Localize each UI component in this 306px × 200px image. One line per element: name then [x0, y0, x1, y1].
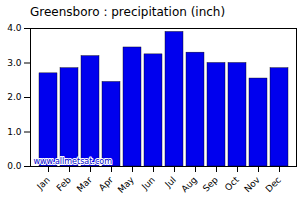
svg-text:2.0: 2.0: [7, 92, 22, 102]
svg-text:4.0: 4.0: [7, 23, 22, 33]
svg-text:Mar: Mar: [75, 174, 94, 193]
svg-text:www.allmetsat.com: www.allmetsat.com: [34, 157, 113, 166]
svg-text:Dec: Dec: [264, 175, 283, 194]
svg-text:Feb: Feb: [55, 175, 74, 194]
svg-text:Nov: Nov: [242, 174, 262, 194]
svg-text:3.0: 3.0: [7, 58, 22, 68]
svg-text:1.0: 1.0: [7, 127, 22, 137]
svg-text:Jan: Jan: [34, 175, 52, 193]
svg-text:Jun: Jun: [139, 175, 157, 193]
svg-text:Oct: Oct: [223, 174, 241, 192]
svg-text:Sep: Sep: [201, 175, 220, 194]
html-text:Greensboro : precipitation (in: Greensboro : precipitation (inch): [30, 5, 226, 19]
svg-text:May: May: [116, 174, 137, 195]
svg-text:0.0: 0.0: [7, 161, 22, 171]
svg-text:Apr: Apr: [97, 175, 115, 193]
svg-text:Aug: Aug: [179, 175, 199, 195]
svg-text:Jul: Jul: [162, 175, 177, 190]
